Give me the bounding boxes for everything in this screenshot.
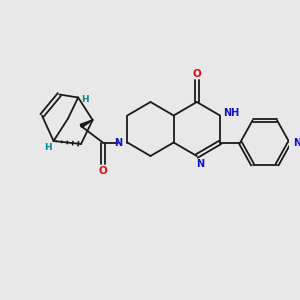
Text: NH: NH (223, 108, 239, 118)
Text: H: H (44, 142, 52, 152)
Text: N: N (293, 137, 300, 148)
Text: N: N (196, 159, 204, 170)
Text: O: O (192, 69, 201, 79)
Text: H: H (81, 94, 88, 103)
Polygon shape (80, 120, 93, 127)
Text: N: N (114, 137, 122, 148)
Text: O: O (98, 166, 107, 176)
